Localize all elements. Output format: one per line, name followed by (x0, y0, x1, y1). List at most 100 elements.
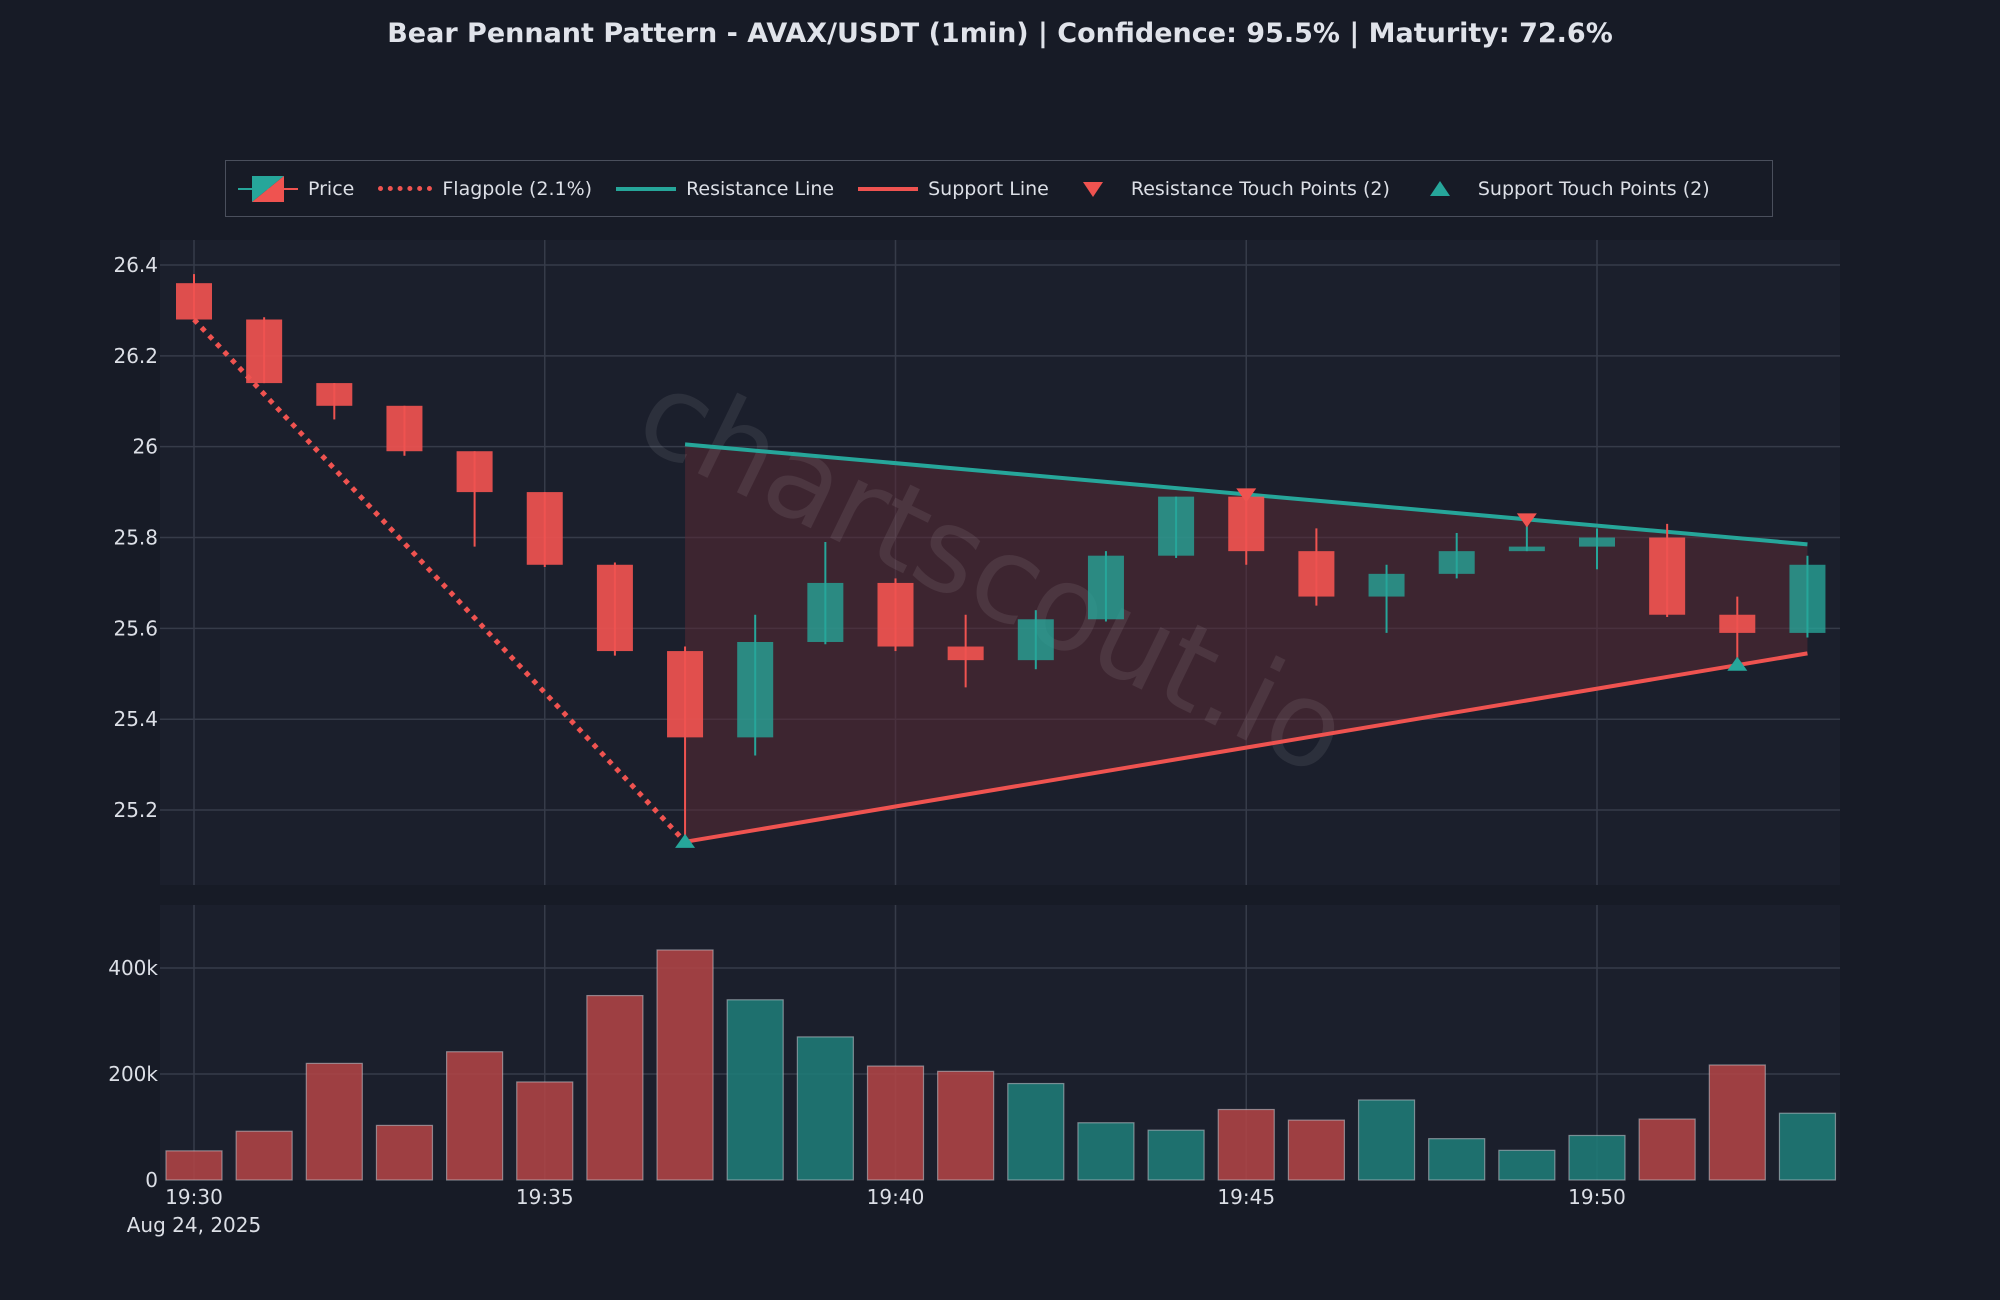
candle-body[interactable] (1298, 551, 1335, 597)
legend-label: Price (308, 177, 355, 200)
flagpole-line (192, 317, 687, 844)
legend-item-flagpole[interactable]: Flagpole (2.1%) (378, 178, 592, 200)
candle[interactable] (877, 578, 914, 652)
candle-body[interactable] (316, 383, 353, 406)
candle-body[interactable] (1719, 614, 1756, 633)
volume-bar[interactable] (1007, 1082, 1065, 1181)
volume-bar[interactable] (1428, 1138, 1486, 1181)
candle[interactable] (1298, 528, 1335, 606)
volume-bar[interactable] (937, 1070, 995, 1181)
candle-body[interactable] (807, 582, 844, 642)
support-touch-marker (1727, 656, 1748, 671)
legend-item-support-touch[interactable]: Support Touch Points (2) (1428, 178, 1710, 200)
volume-bar[interactable] (516, 1081, 574, 1181)
volume-bar[interactable] (1077, 1122, 1135, 1181)
volume-bar[interactable] (586, 994, 644, 1181)
triangle-down-icon (1082, 181, 1103, 197)
volume-bar[interactable] (305, 1062, 363, 1181)
candle[interactable] (316, 383, 353, 420)
candle-body[interactable] (596, 564, 633, 652)
candle-body[interactable] (176, 283, 212, 320)
candle-body[interactable] (246, 319, 283, 384)
volume-bar[interactable] (656, 949, 714, 1181)
candle-body[interactable] (386, 405, 423, 452)
candle-body[interactable] (456, 451, 493, 493)
volume-bar[interactable] (375, 1124, 434, 1181)
candle[interactable] (176, 274, 212, 320)
x-tick-label: 19:30 (165, 1185, 223, 1209)
candle[interactable] (737, 614, 774, 756)
candle-body[interactable] (1579, 537, 1615, 547)
volume-bar[interactable] (1638, 1118, 1696, 1181)
candle-body[interactable] (526, 492, 563, 565)
candle-body[interactable] (877, 582, 914, 647)
resistance-touch-marker (1236, 488, 1257, 503)
candle[interactable] (1438, 532, 1475, 579)
x-axis: 19:30 19:35 19:40 19:45 19:50 Aug 24, 2025 (127, 1185, 1626, 1237)
candle[interactable] (807, 542, 844, 645)
volume-bar[interactable] (446, 1051, 504, 1181)
candle[interactable] (386, 405, 423, 456)
volume-bar[interactable] (726, 999, 784, 1181)
candle-body[interactable] (947, 646, 984, 661)
legend-label: Flagpole (2.1%) (442, 177, 593, 200)
volume-bar[interactable] (1778, 1112, 1837, 1181)
candle[interactable] (667, 646, 704, 842)
candle[interactable] (1087, 551, 1124, 622)
candle-body[interactable] (1158, 496, 1195, 556)
candle[interactable] (1789, 555, 1826, 638)
x-tick-label: 19:40 (867, 1185, 925, 1209)
legend-item-support[interactable]: Support Line (858, 178, 1049, 200)
resistance-touch-marker (1516, 513, 1537, 528)
legend-item-price[interactable]: Price (238, 175, 355, 202)
x-tick-label: 19:35 (516, 1185, 574, 1209)
candle[interactable] (1228, 492, 1265, 565)
legend-item-resistance[interactable]: Resistance Line (616, 178, 834, 200)
candlestick-series[interactable] (176, 274, 1826, 842)
candle[interactable] (1368, 564, 1405, 633)
candle[interactable] (1158, 496, 1195, 558)
volume-bar[interactable] (1498, 1149, 1556, 1181)
volume-bar[interactable] (1708, 1064, 1766, 1181)
support-touch-marker (675, 833, 696, 848)
candle-body[interactable] (737, 641, 774, 738)
candle-body[interactable] (1649, 537, 1686, 615)
volume-bar[interactable] (1568, 1134, 1626, 1181)
candle[interactable] (1579, 528, 1615, 570)
candle[interactable] (1719, 596, 1756, 665)
candle[interactable] (526, 492, 563, 568)
candle[interactable] (246, 317, 283, 384)
candle-body[interactable] (1789, 564, 1826, 633)
candle[interactable] (947, 614, 984, 688)
x-date-label: Aug 24, 2025 (127, 1213, 261, 1237)
candle[interactable] (1649, 523, 1686, 618)
candle-body[interactable] (1017, 619, 1054, 661)
volume-bar[interactable] (235, 1130, 293, 1181)
volume-bar[interactable] (165, 1150, 223, 1181)
y-tick-label: 25.8 (113, 526, 158, 550)
x-tick-label: 19:45 (1217, 1185, 1275, 1209)
candle[interactable] (596, 562, 633, 656)
volume-bar[interactable] (796, 1036, 854, 1181)
candle-body[interactable] (1438, 551, 1475, 574)
triangle-up-icon (1429, 180, 1450, 196)
candle-body[interactable] (667, 651, 704, 738)
candle-body[interactable] (1368, 573, 1405, 597)
y-tick-label: 0 (145, 1168, 158, 1192)
legend-label: Support Line (928, 177, 1049, 200)
volume-bar[interactable] (866, 1065, 925, 1181)
candle-body[interactable] (1087, 555, 1124, 620)
candle[interactable] (1017, 610, 1054, 670)
volume-bar[interactable] (1357, 1099, 1416, 1181)
volume-series[interactable] (165, 949, 1837, 1181)
volume-bar[interactable] (1147, 1129, 1205, 1181)
y-tick-label: 400k (108, 956, 158, 980)
y-tick-label: 25.6 (113, 616, 158, 640)
volume-bar[interactable] (1287, 1119, 1346, 1181)
candle[interactable] (456, 451, 493, 547)
volume-bar[interactable] (1217, 1108, 1275, 1181)
candle-body[interactable] (1508, 546, 1545, 552)
legend-item-resistance-touch[interactable]: Resistance Touch Points (2) (1081, 178, 1390, 200)
candle-body[interactable] (1228, 496, 1265, 552)
